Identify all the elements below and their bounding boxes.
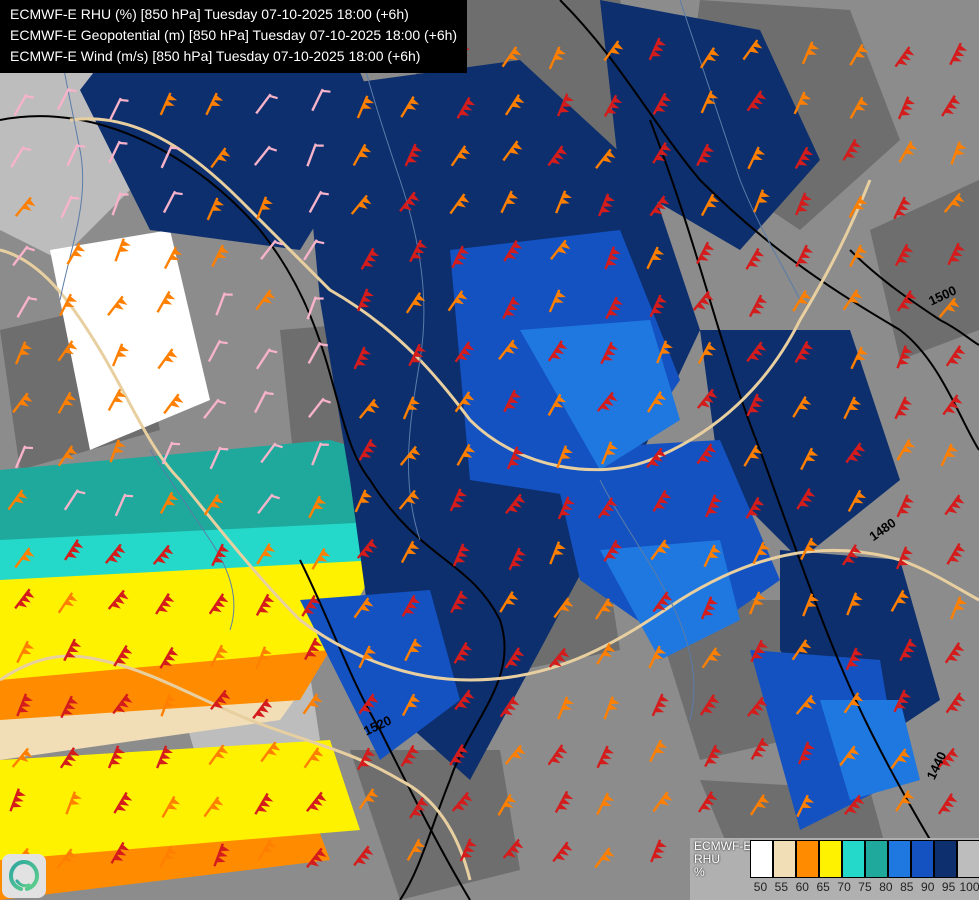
site-logo (2, 854, 46, 898)
title-line-rhu: ECMWF-E RHU (%) [850 hPa] Tuesday 07-10-… (10, 4, 457, 25)
legend-swatch (957, 840, 979, 878)
legend-tick-80: 80 (875, 880, 896, 894)
legend-swatch (796, 840, 819, 878)
title-line-wind: ECMWF-E Wind (m/s) [850 hPa] Tuesday 07-… (10, 46, 457, 67)
legend-swatch (888, 840, 911, 878)
legend-tick-75: 75 (855, 880, 876, 894)
rhu-legend: ECMWF-E RHU % 50 55 60 65 70 75 80 85 90 95 100 (690, 838, 979, 900)
legend-tick-70: 70 (834, 880, 855, 894)
legend-tick-55: 55 (771, 880, 792, 894)
legend-swatch (750, 840, 773, 878)
legend-swatch (842, 840, 865, 878)
legend-swatch (934, 840, 957, 878)
legend-label: ECMWF-E RHU % (694, 840, 751, 879)
legend-tick-50: 50 (750, 880, 771, 894)
title-line-geopotential: ECMWF-E Geopotential (m) [850 hPa] Tuesd… (10, 25, 457, 46)
legend-ticks: 50 55 60 65 70 75 80 85 90 95 100 (750, 880, 979, 894)
legend-swatch (865, 840, 888, 878)
weather-map: ECMWF-E RHU (%) [850 hPa] Tuesday 07-10-… (0, 0, 979, 900)
legend-swatch (819, 840, 842, 878)
legend-tick-100: 100 (959, 880, 979, 894)
legend-swatch (911, 840, 934, 878)
legend-swatch (773, 840, 796, 878)
legend-tick-95: 95 (938, 880, 959, 894)
title-box: ECMWF-E RHU (%) [850 hPa] Tuesday 07-10-… (0, 0, 467, 73)
legend-swatches (750, 840, 979, 878)
legend-tick-60: 60 (792, 880, 813, 894)
legend-tick-85: 85 (896, 880, 917, 894)
legend-tick-65: 65 (813, 880, 834, 894)
legend-tick-90: 90 (917, 880, 938, 894)
